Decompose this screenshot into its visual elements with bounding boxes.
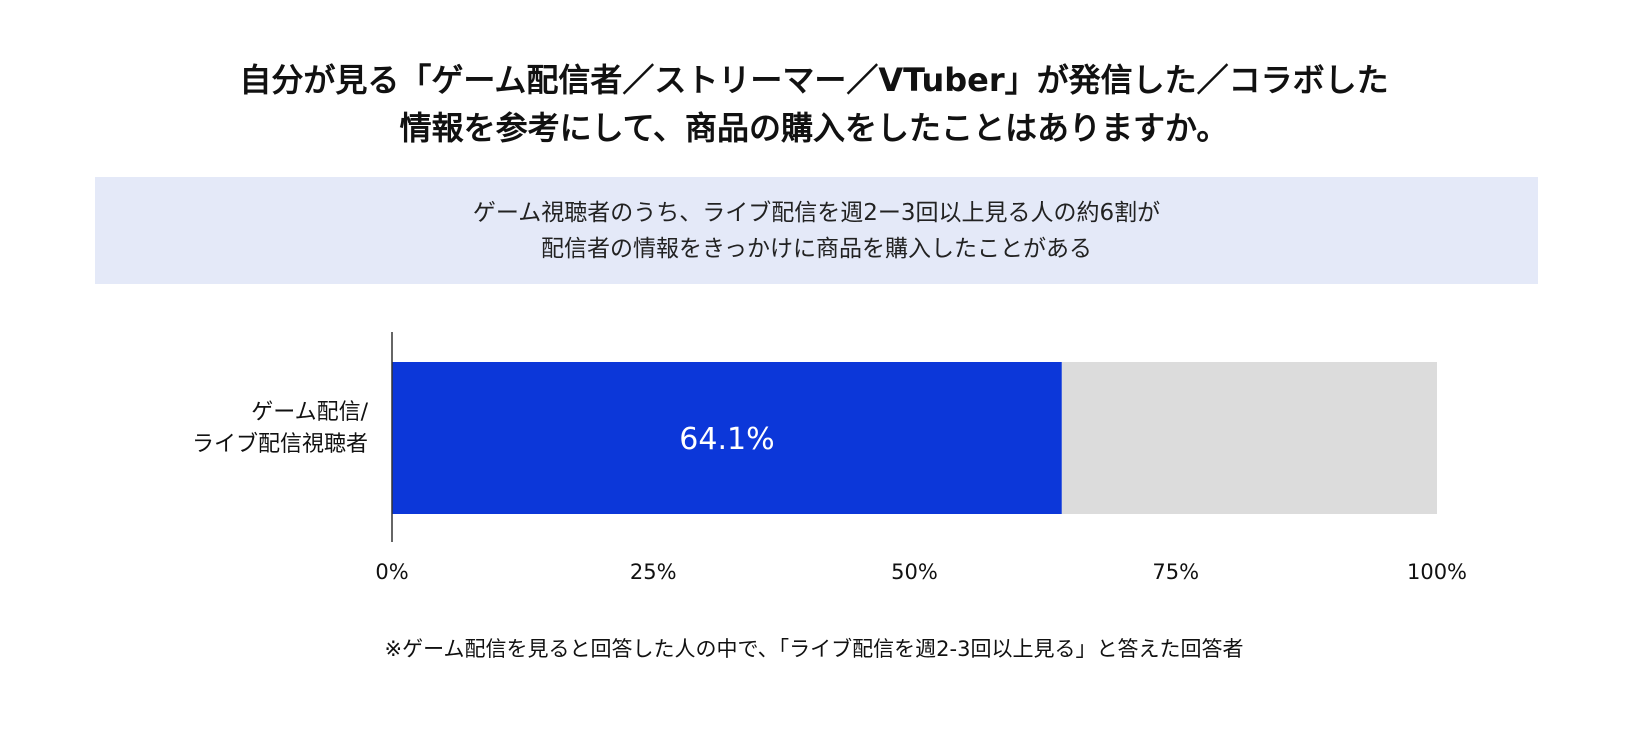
bar-chart: 64.1% 0% 25% 50% 75% 100% [375,332,1467,584]
x-tick-label: 0% [375,560,408,584]
footnote: ※ゲーム配信を見ると回答した人の中で、「ライブ配信を週2-3回以上見る」と答えた… [384,637,1244,661]
category-label: ゲーム配信/ ライブ配信視聴者 [100,397,368,461]
x-tick-label: 25% [630,560,677,584]
category-label-line-2: ライブ配信視聴者 [191,432,368,457]
summary-callout: ゲーム視聴者のうち、ライブ配信を週2ー3回以上見る人の約6割が 配信者の情報をき… [95,177,1538,284]
x-tick-label: 75% [1152,560,1199,584]
bar-data-label: 64.1% [679,422,774,457]
x-tick-label: 50% [891,560,938,584]
chart-title-line-1: 自分が見る「ゲーム配信者／ストリーマー／VTuber」が発信した／コラボした [239,61,1389,99]
category-label-line-1: ゲーム配信/ [251,400,368,425]
chart-title-line-2: 情報を参考にして、商品の購入をしたことはありますか。 [399,109,1229,147]
bar-segment-remainder [1061,362,1437,514]
chart-title: 自分が見る「ゲーム配信者／ストリーマー／VTuber」が発信した／コラボした 情… [0,56,1628,152]
x-tick-label: 100% [1407,560,1467,584]
summary-callout-line-2: 配信者の情報をきっかけに商品を購入したことがある [540,235,1093,262]
summary-callout-line-1: ゲーム視聴者のうち、ライブ配信を週2ー3回以上見る人の約6割が [472,199,1161,226]
bar-segment-primary [392,362,1062,514]
